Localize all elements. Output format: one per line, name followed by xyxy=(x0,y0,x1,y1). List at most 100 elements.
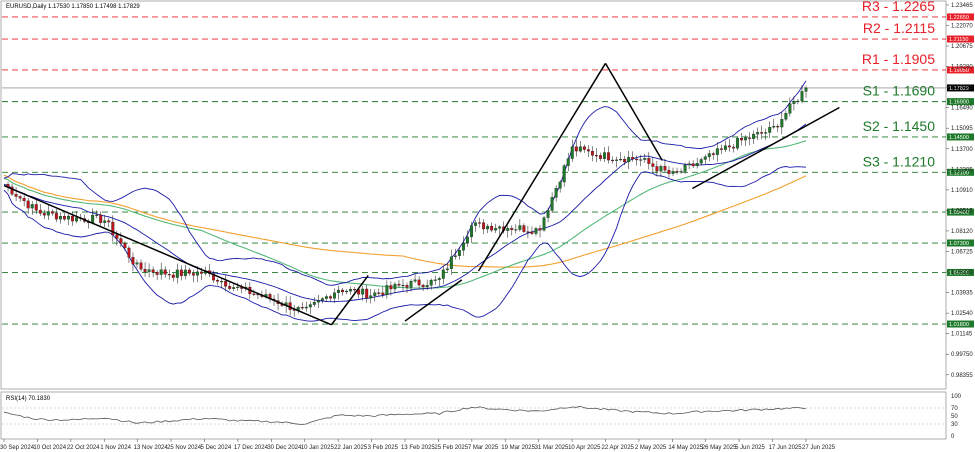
price-tick-label: 1.12305 xyxy=(951,167,973,173)
candle-body xyxy=(546,210,550,218)
candle-body xyxy=(457,250,461,256)
candle-body xyxy=(542,217,546,231)
rsi-pane-frame xyxy=(0,391,947,440)
date-tick-label: 17 Dec 2024 xyxy=(234,445,269,451)
candle-body xyxy=(131,257,135,265)
candle-body xyxy=(135,262,139,265)
candle-body xyxy=(147,269,151,272)
candle-body xyxy=(534,228,538,234)
candle-body xyxy=(764,132,768,134)
candle-body xyxy=(26,200,30,209)
candle-body xyxy=(200,271,203,274)
price-tick-label: 1.22070 xyxy=(951,23,973,29)
candle-body xyxy=(651,163,655,167)
candle-body xyxy=(139,262,143,270)
candle-body xyxy=(30,204,34,209)
candle-body xyxy=(353,289,357,291)
candle-body xyxy=(594,155,598,157)
date-tick-label: 19 Mar 2025 xyxy=(501,445,535,451)
candle-body xyxy=(252,293,256,295)
candle-body xyxy=(659,166,663,172)
bollinger-upper-line xyxy=(3,80,807,286)
candle-body xyxy=(611,159,615,162)
date-axis: 30 Sep 2024 10 Oct 2024 22 Oct 2024 1 Nov 2… xyxy=(0,439,836,451)
candle-body xyxy=(663,166,667,171)
candle-body xyxy=(232,287,236,289)
candle-body xyxy=(308,304,312,308)
candle-body xyxy=(772,126,776,128)
candle-body xyxy=(752,133,756,139)
candle-body xyxy=(67,215,70,220)
candle-body xyxy=(639,159,643,161)
candle-body xyxy=(328,296,332,299)
candle-body xyxy=(691,163,695,167)
price-tick-label: 1.05330 xyxy=(951,270,973,276)
level-box-r2 xyxy=(947,35,974,43)
candle-body xyxy=(699,159,703,164)
candle-body xyxy=(224,281,228,287)
level-box-r1 xyxy=(947,66,974,74)
candle-body xyxy=(337,289,340,293)
candle-body xyxy=(50,211,54,214)
candle-body xyxy=(171,274,175,278)
candle-body xyxy=(498,226,502,229)
price-tick-label: 1.15095 xyxy=(951,126,973,132)
date-tick-label: 17 Jun 2025 xyxy=(769,445,803,451)
candle-body xyxy=(550,197,554,211)
candle-body xyxy=(667,170,671,174)
candle-body xyxy=(163,269,167,275)
candle-body xyxy=(151,269,155,273)
candle-body xyxy=(38,210,42,214)
level-box-label-l4: 1.09400 xyxy=(949,210,969,216)
candle-body xyxy=(123,243,127,249)
level-box-label-s1: 1.16900 xyxy=(949,100,969,106)
candle-body xyxy=(95,214,99,216)
date-tick-label: 30 Dec 2024 xyxy=(267,445,302,451)
level-box-s2 xyxy=(947,133,974,141)
current-price-box xyxy=(947,84,974,92)
level-box-label-r3: 1.22650 xyxy=(949,15,969,21)
candle-body xyxy=(111,221,115,235)
levels-layer: 1.22650 R3 - 1.2265 1.21150 R2 - 1.2115 1.19… xyxy=(2,0,974,328)
candle-body xyxy=(796,100,800,102)
price-tick-label: 1.20675 xyxy=(951,44,973,50)
chart-header: EURUSD,Daily 1.17530 1.17850 1.17498 1.1… xyxy=(6,4,140,10)
level-label-r2: R2 - 1.2115 xyxy=(863,20,935,36)
level-box-label-s3: 1.12100 xyxy=(949,170,969,176)
candle-body xyxy=(607,152,610,161)
candle-body xyxy=(304,306,308,309)
trend-line xyxy=(604,62,663,161)
candle-body xyxy=(804,87,808,92)
candle-body xyxy=(22,197,26,202)
candle-body xyxy=(91,214,95,223)
candle-body xyxy=(421,284,425,288)
candle-body xyxy=(675,171,679,173)
candle-body xyxy=(643,158,647,160)
level-box-s1 xyxy=(947,98,974,106)
price-tick-label: 1.19280 xyxy=(951,65,973,71)
price-tick-label: 1.01145 xyxy=(951,332,973,338)
candle-body xyxy=(345,290,349,293)
rsi-tick-label: 100 xyxy=(951,394,962,400)
candle-body xyxy=(590,150,594,156)
candle-body xyxy=(175,269,179,278)
price-pane-frame xyxy=(0,0,947,390)
candle-body xyxy=(679,171,683,173)
date-tick-label: 22 Oct 2024 xyxy=(67,445,100,451)
candle-body xyxy=(711,153,715,155)
candle-body xyxy=(727,145,731,148)
candle-body xyxy=(183,269,187,276)
candle-body xyxy=(615,159,619,161)
price-axis: 1.23465 1.22070 1.20675 1.19280 1.17885 1.164… xyxy=(946,3,973,379)
candle-body xyxy=(635,158,639,161)
candle-body xyxy=(578,146,582,152)
trend-line xyxy=(330,274,369,326)
candle-body xyxy=(623,159,627,163)
price-tick-label: 1.10910 xyxy=(951,188,973,194)
price-tick-label: 1.17885 xyxy=(951,85,973,91)
price-tick-label: 1.13700 xyxy=(951,147,973,153)
candle-body xyxy=(683,164,687,172)
candle-body xyxy=(760,132,764,134)
level-box-l7 xyxy=(947,320,974,328)
candle-body xyxy=(474,222,477,226)
